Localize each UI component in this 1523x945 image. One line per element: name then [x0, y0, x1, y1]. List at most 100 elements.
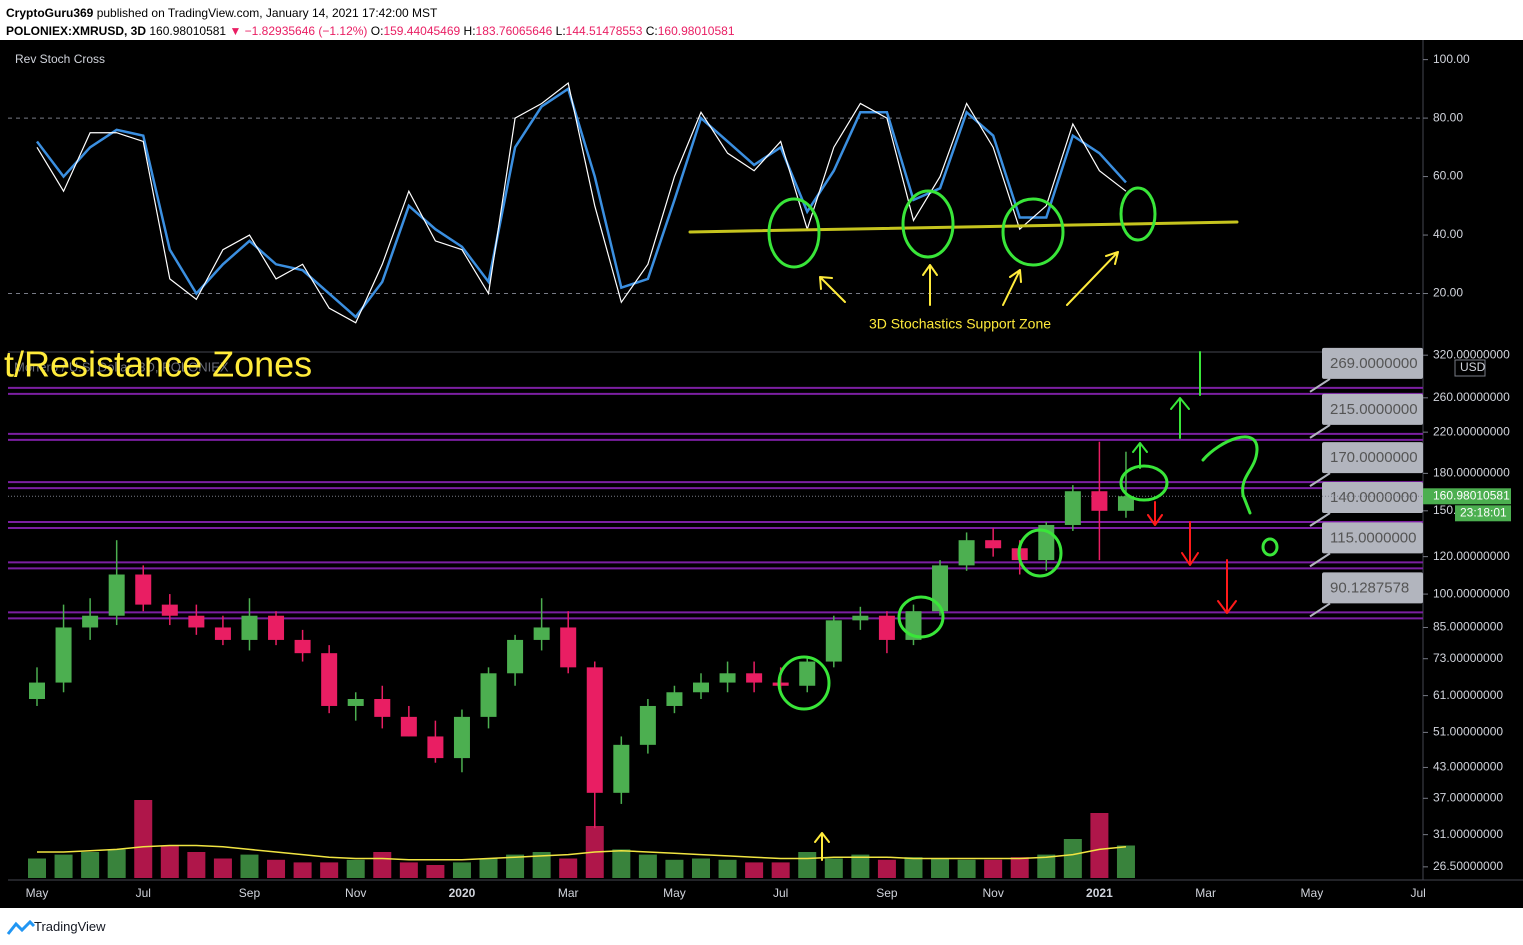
y-tick-label: 220.00000000	[1433, 424, 1510, 438]
zone-label: 170.0000000	[1330, 449, 1418, 466]
candle-body	[958, 540, 975, 566]
zone-label: 115.0000000	[1330, 529, 1416, 546]
candle-body	[772, 682, 789, 686]
volume-bar	[612, 849, 631, 878]
volume-bar	[904, 857, 923, 878]
x-tick-label: May	[663, 886, 686, 900]
x-tick-label: May	[26, 886, 49, 900]
x-tick-label: Jul	[773, 886, 788, 900]
ohlc-key: L:	[555, 24, 566, 38]
volume-bar	[798, 852, 817, 878]
candle-body	[639, 705, 656, 745]
volume-bar	[559, 858, 578, 878]
candle-body	[825, 620, 842, 662]
volume-bar	[1090, 813, 1109, 878]
currency-box	[1454, 359, 1486, 377]
price-layer: 26.50000000 31.00000000 37.00000000 43.0000…	[8, 347, 1511, 900]
volume-bar	[187, 852, 206, 878]
last-price-box	[1423, 488, 1511, 505]
arrow	[819, 276, 846, 303]
x-tick-label: Nov	[345, 886, 366, 900]
candle-body	[1064, 491, 1081, 525]
zone-leader	[1309, 472, 1331, 487]
volume-bar	[665, 859, 684, 878]
last-price-label: 160.98010581	[1433, 488, 1510, 502]
brand: TradingView	[34, 919, 106, 934]
circle	[777, 655, 831, 711]
volume-bar	[213, 858, 232, 878]
y-tick-label: 320.00000000	[1433, 347, 1510, 361]
pane-title: Rev Stoch Cross	[15, 52, 105, 66]
candle-body	[878, 615, 895, 640]
candle-body	[560, 627, 577, 668]
support-line	[688, 220, 1239, 234]
candle-body	[427, 736, 444, 759]
candle-body	[932, 565, 949, 612]
y-tick-label: 20.00	[1433, 286, 1463, 300]
circle	[1001, 197, 1065, 267]
arrow	[922, 264, 938, 306]
zone-label: 269.0000000	[1330, 355, 1418, 372]
arrow	[1132, 442, 1148, 469]
y-tick-label: 180.00000000	[1433, 466, 1510, 480]
circle	[1261, 537, 1279, 557]
volume-bar	[1037, 854, 1056, 878]
volume-bar	[399, 862, 418, 878]
zone-leader	[1309, 512, 1331, 527]
countdown: 23:18:01	[1460, 505, 1507, 519]
currency: USD	[1460, 360, 1486, 374]
volume-bar	[1116, 845, 1135, 878]
y-tick-label: 43.00000000	[1433, 760, 1503, 774]
volume-bar	[1063, 839, 1082, 878]
volume-bar	[320, 862, 339, 878]
candle-body	[214, 627, 231, 640]
series-line	[36, 81, 1127, 324]
candle-body	[586, 667, 603, 793]
series-line	[37, 844, 1127, 861]
zone-label-box	[1322, 393, 1423, 425]
circle	[1119, 186, 1157, 242]
zone-label-box	[1322, 572, 1423, 604]
y-tick-label: 26.50000000	[1433, 859, 1503, 873]
candle-body	[55, 627, 72, 683]
drawings	[688, 186, 1279, 861]
volume-bar	[771, 862, 790, 878]
candle-body	[161, 604, 178, 616]
volume-bar	[134, 800, 153, 878]
volume-bar	[824, 858, 843, 878]
arrow	[814, 832, 830, 861]
volume-bar	[984, 859, 1003, 878]
arrow	[1181, 521, 1199, 566]
volume-bar	[506, 854, 525, 878]
volume-bar	[479, 858, 498, 878]
green-arrows	[1132, 351, 1201, 469]
y-tick-label: 73.00000000	[1433, 651, 1503, 665]
x-tick-label: Nov	[982, 886, 1003, 900]
arrow	[1217, 559, 1237, 614]
zone-leader	[1309, 424, 1331, 439]
y-tick-label: 260.00000000	[1433, 390, 1510, 404]
zone-label: 140.0000000	[1330, 489, 1418, 506]
zone-leader	[1309, 602, 1331, 618]
candle-body	[613, 744, 630, 793]
candle-body	[746, 673, 763, 683]
candle-body	[1091, 491, 1108, 511]
volume-bar	[54, 854, 73, 878]
candle-body	[374, 699, 391, 717]
arrow	[1066, 251, 1119, 306]
circle	[901, 189, 955, 259]
arrow	[1002, 269, 1022, 306]
y-tick-label: 40.00	[1433, 227, 1463, 241]
question-mark	[1201, 435, 1259, 515]
x-tick-label: May	[1301, 886, 1324, 900]
x-tick-label: 2021	[1086, 886, 1113, 900]
y-tick-label: 80.00	[1433, 110, 1463, 124]
volume-bar	[346, 859, 365, 878]
pane-title: t/Resistance Zones	[4, 344, 312, 385]
volume-bar	[957, 859, 976, 878]
candle-body	[268, 615, 285, 640]
volume-bar	[718, 859, 737, 878]
pane-subtitle: Monero / U.S. Dollar, 3D, POLONIEX	[14, 359, 229, 374]
circles	[767, 186, 1279, 711]
x-tick-label: Jul	[136, 886, 151, 900]
